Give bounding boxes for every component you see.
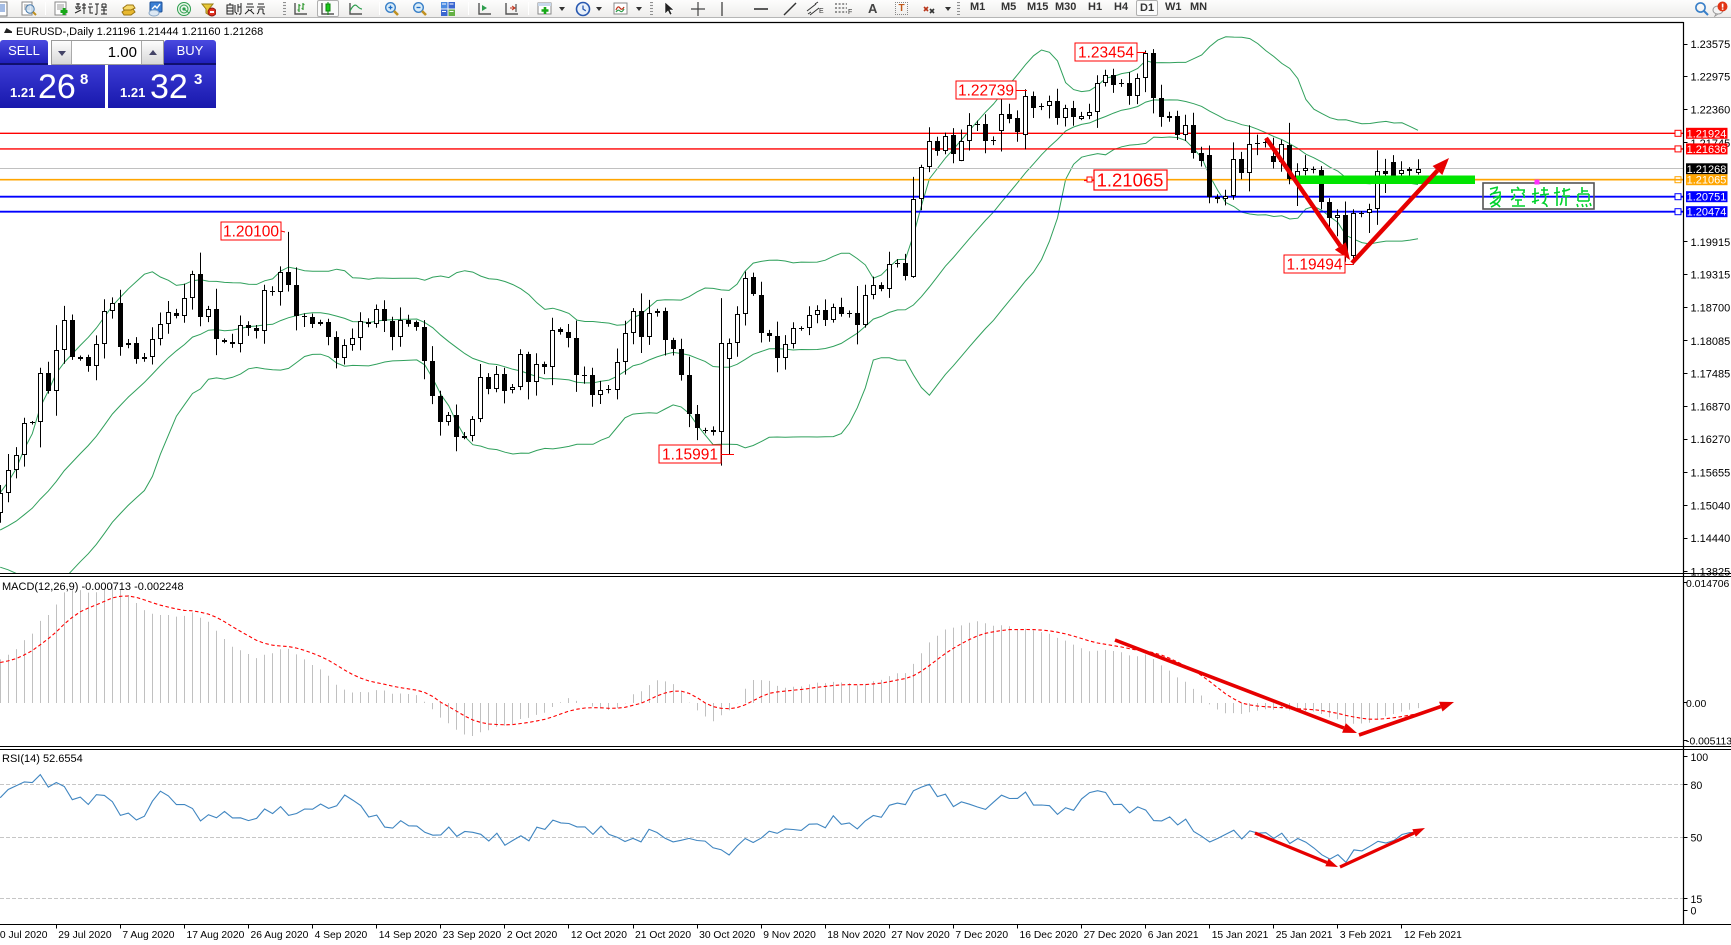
svg-text:1.19315: 1.19315	[1691, 269, 1731, 281]
svg-text:1.21268: 1.21268	[1687, 164, 1727, 176]
svg-text:2 Oct 2020: 2 Oct 2020	[507, 930, 558, 940]
svg-text:1.21924: 1.21924	[1687, 128, 1727, 140]
svg-text:1.22975: 1.22975	[1691, 71, 1731, 83]
svg-text:14 Sep 2020: 14 Sep 2020	[379, 930, 438, 940]
svg-text:30 Oct 2020: 30 Oct 2020	[699, 930, 755, 940]
svg-text:26 Aug 2020: 26 Aug 2020	[251, 930, 309, 940]
svg-text:80: 80	[1691, 780, 1703, 792]
svg-text:16 Dec 2020: 16 Dec 2020	[1020, 930, 1079, 940]
svg-text:0.00: 0.00	[1686, 699, 1706, 710]
svg-text:1.20474: 1.20474	[1687, 207, 1727, 219]
svg-text:1.16870: 1.16870	[1691, 402, 1731, 414]
svg-text:RSI(14) 52.6554: RSI(14) 52.6554	[2, 753, 83, 765]
svg-text:1.20751: 1.20751	[1687, 192, 1727, 204]
svg-text:7 Dec 2020: 7 Dec 2020	[955, 930, 1008, 940]
svg-text:18 Nov 2020: 18 Nov 2020	[827, 930, 886, 940]
svg-text:1.13825: 1.13825	[1691, 566, 1731, 578]
svg-text:1.21065: 1.21065	[1687, 175, 1727, 187]
svg-text:0.014706: 0.014706	[1686, 579, 1730, 590]
svg-text:1.22360: 1.22360	[1691, 105, 1731, 117]
svg-text:6 Jan 2021: 6 Jan 2021	[1148, 930, 1199, 940]
svg-text:1.23454: 1.23454	[1078, 45, 1134, 62]
svg-text:9 Nov 2020: 9 Nov 2020	[763, 930, 816, 940]
svg-text:23 Sep 2020: 23 Sep 2020	[443, 930, 502, 940]
svg-text:1.21636: 1.21636	[1687, 144, 1727, 156]
svg-text:4 Sep 2020: 4 Sep 2020	[315, 930, 368, 940]
svg-text:1.23575: 1.23575	[1691, 39, 1731, 51]
svg-text:100: 100	[1691, 752, 1709, 764]
svg-text:1.19915: 1.19915	[1691, 237, 1731, 249]
svg-text:15 Jan 2021: 15 Jan 2021	[1212, 930, 1269, 940]
svg-text:MACD(12,26,9) -0.000713 -0.002: MACD(12,26,9) -0.000713 -0.002248	[2, 581, 184, 593]
svg-text:17 Aug 2020: 17 Aug 2020	[187, 930, 245, 940]
svg-text:-0.005113: -0.005113	[1686, 737, 1731, 748]
svg-text:1.17485: 1.17485	[1691, 368, 1731, 380]
svg-text:0: 0	[1691, 906, 1697, 918]
svg-text:3 Feb 2021: 3 Feb 2021	[1340, 930, 1392, 940]
svg-text:15: 15	[1691, 894, 1703, 906]
svg-text:1.14440: 1.14440	[1691, 533, 1731, 545]
svg-text:1.15655: 1.15655	[1691, 467, 1731, 479]
svg-text:27 Nov 2020: 27 Nov 2020	[891, 930, 950, 940]
svg-text:1.16270: 1.16270	[1691, 434, 1731, 446]
svg-text:1.18700: 1.18700	[1691, 303, 1731, 315]
svg-text:29 Jul 2020: 29 Jul 2020	[58, 930, 112, 940]
svg-text:1.15040: 1.15040	[1691, 501, 1731, 513]
svg-text:1.22739: 1.22739	[958, 83, 1014, 100]
svg-text:1.15991: 1.15991	[662, 447, 718, 464]
svg-text:EURUSD-,Daily 1.21196 1.21444: EURUSD-,Daily 1.21196 1.21444 1.21160 1.…	[16, 26, 263, 38]
svg-text:27 Dec 2020: 27 Dec 2020	[1084, 930, 1143, 940]
svg-text:1.18085: 1.18085	[1691, 336, 1731, 348]
svg-text:12 Oct 2020: 12 Oct 2020	[571, 930, 627, 940]
svg-text:1.21065: 1.21065	[1097, 170, 1164, 191]
svg-text:12 Feb 2021: 12 Feb 2021	[1404, 930, 1462, 940]
svg-text:1.20100: 1.20100	[223, 224, 279, 241]
svg-text:21 Oct 2020: 21 Oct 2020	[635, 930, 691, 940]
svg-text:1.19494: 1.19494	[1286, 257, 1342, 274]
svg-text:20 Jul 2020: 20 Jul 2020	[0, 930, 48, 940]
svg-text:25 Jan 2021: 25 Jan 2021	[1276, 930, 1333, 940]
svg-text:7 Aug 2020: 7 Aug 2020	[122, 930, 174, 940]
svg-text:50: 50	[1691, 833, 1703, 845]
